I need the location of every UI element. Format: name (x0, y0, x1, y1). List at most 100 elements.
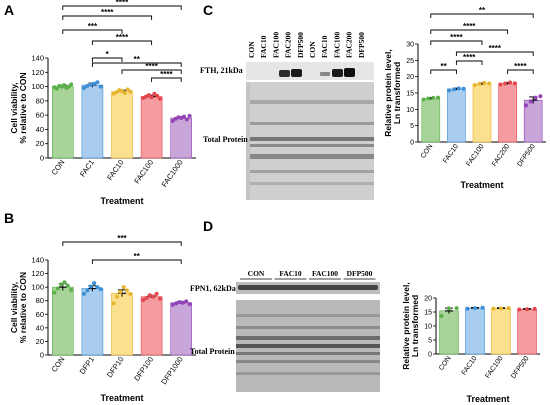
bar-DFP1000 (170, 302, 192, 356)
blot-C-band (291, 69, 302, 77)
panel-letter-B: B (4, 210, 15, 226)
panel-letter-A: A (4, 2, 15, 18)
blot-C-total-protein (246, 82, 374, 200)
data-point (154, 291, 159, 296)
data-point (151, 294, 156, 299)
data-point (158, 296, 162, 301)
category-label: DFP100 (132, 355, 155, 383)
y-tick-label: 20 (36, 139, 44, 148)
bar-FAC1 (81, 84, 104, 159)
significance-bracket (62, 29, 123, 34)
data-point (95, 285, 100, 290)
data-point (439, 313, 444, 318)
data-point (447, 306, 451, 311)
blot-C-lane-label: CON (247, 41, 256, 58)
y-tick-label: 5 (410, 123, 414, 130)
data-point (524, 103, 528, 108)
data-point (65, 283, 70, 288)
significance-bracket (62, 5, 182, 10)
data-point (55, 286, 60, 291)
y-tick-label: 60 (36, 310, 44, 319)
blot-C-band (279, 70, 290, 77)
blot-D (236, 282, 380, 392)
data-point (98, 287, 103, 292)
blot-C-band (320, 72, 330, 76)
data-point (92, 281, 97, 286)
significance-label: **** (116, 0, 129, 7)
y-axis-label: Relative protein level, (401, 282, 411, 369)
bar-FAC10 (111, 91, 133, 159)
data-point (98, 84, 103, 89)
data-point (82, 86, 86, 90)
x-axis-label: Treatment (100, 393, 143, 403)
y-tick-label: 20 (36, 337, 44, 346)
significance-bracket (121, 69, 182, 74)
significance-bracket (91, 259, 182, 264)
significance-label: **** (514, 62, 527, 71)
data-point (452, 87, 456, 92)
bar-DFP100 (140, 296, 163, 356)
data-point (122, 91, 127, 95)
bar-FAC100 (491, 308, 511, 355)
data-point (426, 96, 431, 101)
data-point (456, 86, 461, 91)
data-point (503, 81, 508, 86)
significance-bracket (455, 51, 534, 56)
data-point (52, 290, 57, 295)
y-tick-label: 60 (36, 111, 44, 120)
bar-FAC10 (447, 88, 466, 143)
y-tick-label: 140 (31, 54, 44, 63)
data-point (421, 97, 426, 102)
category-label: DFP1 (78, 355, 96, 376)
data-point (182, 114, 186, 119)
significance-label: **** (489, 44, 502, 53)
significance-bracket (91, 62, 182, 67)
data-point (499, 306, 503, 311)
significance-label: **** (160, 70, 173, 79)
bar-DFP1 (81, 288, 104, 356)
significance-label: *** (117, 234, 127, 243)
category-label: FAC200 (491, 143, 511, 168)
y-tick-label: 100 (31, 82, 44, 91)
blot-C-target-label: FTH, 21kDa (200, 66, 243, 75)
y-tick-label: 40 (36, 125, 44, 134)
blot-C-lane-label: FAC200 (284, 32, 293, 58)
data-point (480, 305, 485, 310)
significance-bracket (455, 60, 483, 65)
data-point (528, 99, 533, 104)
data-point (187, 302, 192, 307)
data-point (170, 302, 175, 307)
chart-B-viability-dfp: 0 20 40 60 80 100 120 140 Cell viability,% relat… (9, 234, 196, 403)
blot-C-lane-label: FAC200 (345, 32, 354, 58)
y-axis-label: % relative to CON (18, 72, 28, 143)
category-label: CON (50, 355, 67, 374)
data-point (62, 280, 67, 285)
y-tick-label: 40 (36, 323, 44, 332)
blot-D-group-label: FAC100 (312, 269, 338, 278)
data-point (147, 293, 152, 298)
significance-bracket (507, 69, 534, 74)
blot-D-total-label: Total Protein (190, 347, 235, 356)
data-point (62, 83, 66, 88)
data-point (111, 301, 116, 306)
category-label: FAC10 (461, 355, 479, 377)
chart-C-fth-protein: 0 5 10 15 20 25 30 Relative protein level, Ln tr… (383, 6, 546, 190)
data-point (447, 88, 452, 93)
data-point (54, 86, 59, 91)
data-point (146, 93, 151, 98)
y-axis-label: Cell viability, (9, 82, 19, 133)
panel-letter-D: D (203, 218, 214, 234)
bar-DFP500 (517, 308, 537, 355)
y-axis-label: Cell viability, (9, 282, 19, 333)
data-point (498, 82, 503, 87)
data-point (184, 299, 189, 304)
y-tick-label: 120 (31, 269, 44, 278)
y-tick-label: 20 (406, 74, 414, 81)
category-label: CON (420, 143, 435, 160)
bar-CON (51, 86, 74, 159)
y-tick-label: 5 (428, 338, 432, 345)
significance-label: * (106, 50, 110, 59)
significance-bracket (430, 69, 457, 74)
bar-FAC200 (498, 83, 517, 143)
y-tick-label: 10 (406, 107, 414, 114)
